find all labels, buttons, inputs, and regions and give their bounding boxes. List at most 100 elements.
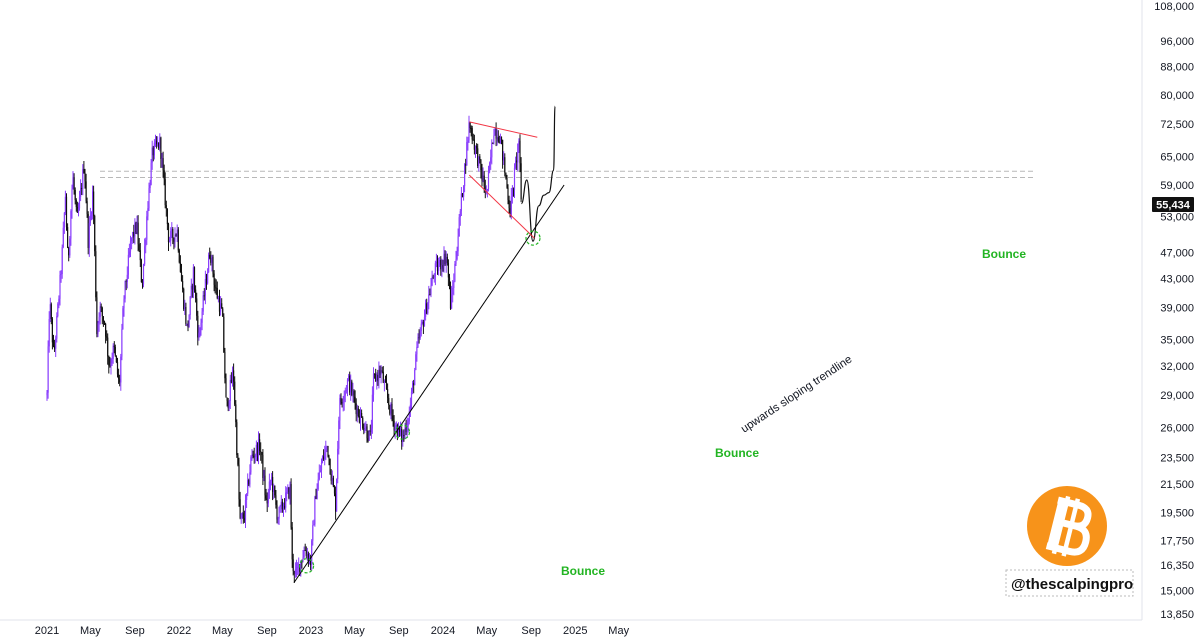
candle-body [75,200,77,208]
candle-body [338,420,340,449]
bounce-label-3: Bounce [982,247,1026,261]
y-tick-label: 32,000 [1160,361,1194,373]
candle-body [292,559,294,572]
candle-body [477,148,479,166]
candle-body [286,491,288,493]
candle-body [254,454,256,458]
candle-body [414,370,416,386]
y-tick-label: 53,000 [1160,212,1194,224]
candle-body [473,139,475,150]
candle-body [520,163,522,200]
candle-body [147,208,149,217]
y-tick-label: 21,500 [1160,479,1194,491]
candle-body [384,381,387,383]
watermark-text: @thescalpingpro [1011,576,1133,593]
x-tick-label: May [608,625,629,637]
candle-body [49,304,51,319]
y-tick-labels: 108,000 96,000 88,000 80,000 72,500 65,000 59,… [1154,1,1194,621]
candle-body [57,303,59,316]
candle-body [264,475,266,496]
candle-body [404,427,406,436]
candle-body [480,159,482,171]
candle-body [212,256,214,274]
candle-body [361,413,363,418]
candle-body [349,375,351,393]
candle-body [443,253,445,268]
candle-body [106,336,108,338]
candle-body [70,211,72,239]
candle-body [50,304,52,319]
y-tick-label: 88,000 [1160,62,1194,74]
overlay-lines [100,170,1036,178]
candle-body [281,501,283,510]
candle-body [47,346,49,393]
candle-body [358,416,360,423]
candle-body [435,261,437,264]
candle-body [253,455,255,458]
candle-body [494,128,496,136]
candle-body [500,136,503,140]
candle-body [173,237,175,242]
candle-body [399,426,401,432]
candle-body [436,261,439,271]
candle-body [125,280,127,282]
candle-body [342,401,344,404]
candle-body [335,493,337,512]
candle-body [121,329,123,357]
candle-body [478,156,480,166]
candle-body [220,303,222,312]
bounce-circle [299,558,315,574]
x-tick-label: May [212,625,233,637]
candle-body [226,397,228,402]
candle-body [321,456,324,463]
candle-body [451,294,453,309]
candle-body [94,215,96,252]
candle-body [326,446,328,448]
candle-body [148,188,150,209]
candle-body [131,238,133,242]
candle-body [489,162,491,172]
wedge-bottom-line [468,174,535,239]
candle-body [228,401,230,409]
candle-body [248,480,250,485]
candle-body [273,485,275,492]
candle-body [333,486,336,494]
candle-body [204,279,206,296]
candle-body [153,142,155,156]
candle-body [378,369,380,381]
candle-body [282,506,285,510]
candle-body [156,140,158,145]
last-price-text: 55,434 [1156,200,1191,212]
candle-body [337,448,339,480]
candle-body [198,332,200,338]
candle-body [455,259,457,264]
candle-body [233,370,235,382]
candle-body [422,321,424,327]
candle-body [64,196,66,213]
candle-body [115,355,117,362]
candle-body [261,452,263,455]
candle-body [167,224,170,242]
candle-body [269,481,272,482]
y-tick-label: 59,000 [1160,180,1194,192]
candle-body [223,316,225,352]
candle-body [196,298,198,316]
candle-body [139,250,141,261]
candle-body [291,527,293,560]
bounce-label-2: Bounce [715,446,759,460]
candle-body [346,379,349,391]
candle-body [293,571,295,575]
candle-body [175,234,177,237]
candle-body [210,257,212,263]
candle-body [234,381,236,405]
candle-body [394,426,396,431]
candle-body [285,492,287,508]
candle-body [483,175,485,187]
candle-body [256,444,259,457]
candle-body [58,298,60,304]
candle-body [151,147,153,163]
candle-body [324,452,326,460]
candle-body [134,222,136,237]
candle-body [344,390,346,396]
candle-body [257,439,260,457]
